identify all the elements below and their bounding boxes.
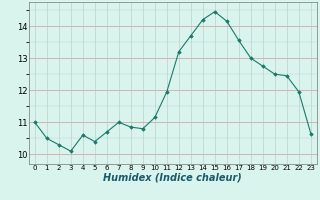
- X-axis label: Humidex (Indice chaleur): Humidex (Indice chaleur): [103, 173, 242, 183]
